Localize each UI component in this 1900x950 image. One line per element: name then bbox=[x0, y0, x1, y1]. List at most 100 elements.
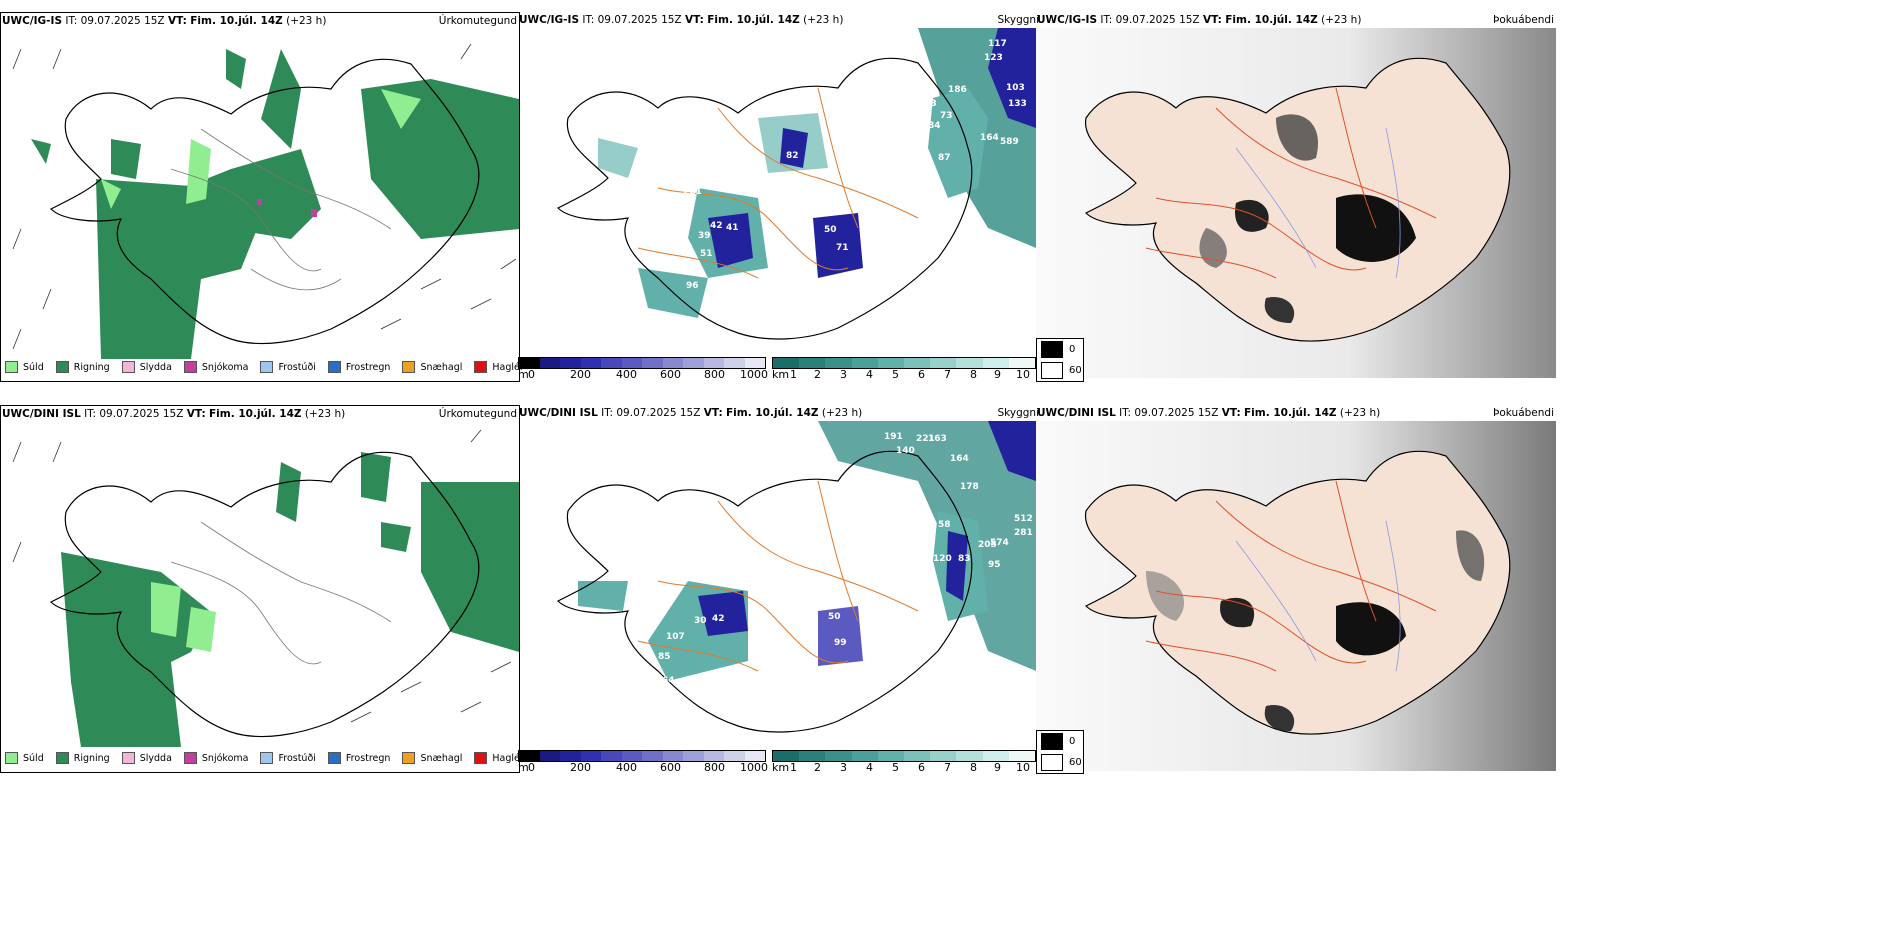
legend-swatch-white bbox=[1041, 754, 1063, 771]
panel-fog-dini: UWC/DINI ISL IT: 09.07.2025 15Z VT: Fim.… bbox=[1036, 405, 1556, 771]
legend-item-sleet: Slydda bbox=[121, 361, 172, 373]
legend-swatch bbox=[474, 361, 488, 373]
legend-swatch bbox=[183, 361, 197, 373]
legend-item-hail: Haglél bbox=[474, 361, 523, 373]
legend-item-snow: Snjókoma bbox=[183, 361, 248, 373]
legend-swatch-black bbox=[1041, 341, 1063, 358]
legend-swatch bbox=[474, 752, 488, 764]
panel-fog-igis: UWC/IG-IS IT: 09.07.2025 15Z VT: Fim. 10… bbox=[1036, 12, 1556, 380]
legend-swatch bbox=[327, 752, 341, 764]
svg-text:43: 43 bbox=[764, 317, 777, 327]
legend-item-drizzle: Súld bbox=[5, 361, 44, 373]
svg-text:120: 120 bbox=[933, 554, 952, 564]
svg-text:205: 205 bbox=[978, 540, 997, 550]
legend-item-freezing-rain: Frostregn bbox=[327, 752, 390, 764]
legend-swatch bbox=[327, 361, 341, 373]
panel-title: UWC/IG-IS IT: 09.07.2025 15Z VT: Fim. 10… bbox=[519, 14, 844, 26]
svg-text:85: 85 bbox=[658, 652, 671, 662]
legend-item-snow-pellets: Snæhagl bbox=[402, 752, 462, 764]
panel-variable: Skyggni bbox=[997, 407, 1040, 419]
legend-swatch bbox=[55, 752, 69, 764]
panel-variable: Úrkomutegund bbox=[438, 15, 517, 27]
panel-precip-type-dini: UWC/DINI ISL IT: 09.07.2025 15Z VT: Fim.… bbox=[0, 405, 523, 773]
svg-text:221: 221 bbox=[916, 434, 935, 444]
legend-item-sleet: Slydda bbox=[121, 752, 172, 764]
visibility-colorbar bbox=[772, 750, 1036, 762]
svg-text:41: 41 bbox=[726, 223, 739, 233]
svg-text:84: 84 bbox=[928, 121, 941, 131]
map-precip-type bbox=[1, 422, 519, 747]
svg-text:103: 103 bbox=[1006, 83, 1025, 93]
legend-swatch bbox=[402, 752, 416, 764]
svg-text:50: 50 bbox=[824, 225, 837, 235]
fog-legend-bottom: 0 60 bbox=[1036, 730, 1084, 774]
svg-text:87: 87 bbox=[938, 153, 951, 163]
svg-text:281: 281 bbox=[1014, 528, 1033, 538]
legend-item-snow-pellets: Snæhagl bbox=[402, 361, 462, 373]
svg-text:186: 186 bbox=[948, 85, 967, 95]
legend-swatch bbox=[55, 361, 69, 373]
panel-variable: Þokuábendi bbox=[1493, 407, 1554, 419]
precip-type-legend: Súld Rigning Slydda Snjókoma Frostúði Fr… bbox=[5, 361, 535, 373]
panel-variable: Úrkomutegund bbox=[438, 408, 517, 420]
legend-item-drizzle: Súld bbox=[5, 752, 44, 764]
legend-swatch bbox=[402, 361, 416, 373]
panel-visibility-dini: UWC/DINI ISL IT: 09.07.2025 15Z VT: Fim.… bbox=[518, 407, 1039, 774]
svg-text:99: 99 bbox=[834, 638, 847, 648]
panel-title: UWC/DINI ISL IT: 09.07.2025 15Z VT: Fim.… bbox=[519, 407, 863, 419]
svg-text:73: 73 bbox=[940, 111, 953, 121]
panel-title: UWC/DINI ISL IT: 09.07.2025 15Z VT: Fim.… bbox=[2, 408, 346, 420]
svg-text:42: 42 bbox=[710, 221, 723, 231]
panel-variable: Skyggni bbox=[997, 14, 1040, 26]
svg-text:96: 96 bbox=[686, 281, 699, 291]
svg-text:35: 35 bbox=[756, 710, 769, 720]
map-visibility: 117 123 186 103 133 103 73 84 164 589 87 82 42… bbox=[518, 28, 1036, 350]
ceiling-colorbar bbox=[518, 750, 766, 762]
legend-item-freezing-drizzle: Frostúði bbox=[260, 361, 316, 373]
panel-title: UWC/DINI ISL IT: 09.07.2025 15Z VT: Fim.… bbox=[1037, 407, 1381, 419]
svg-text:163: 163 bbox=[928, 434, 947, 444]
legend-swatch-white bbox=[1041, 362, 1063, 379]
legend-swatch bbox=[260, 361, 274, 373]
legend-swatch bbox=[260, 752, 274, 764]
svg-text:65: 65 bbox=[768, 205, 781, 215]
panel-precip-type-igis: UWC/IG-IS IT: 09.07.2025 15Z VT: Fim. 10… bbox=[0, 12, 523, 382]
svg-text:221: 221 bbox=[683, 187, 702, 197]
legend-swatch bbox=[5, 361, 18, 373]
precip-type-legend: Súld Rigning Slydda Snjókoma Frostúði Fr… bbox=[5, 752, 535, 764]
svg-text:589: 589 bbox=[1000, 137, 1019, 147]
svg-text:140: 140 bbox=[896, 446, 915, 456]
svg-text:58: 58 bbox=[744, 317, 757, 327]
svg-text:107: 107 bbox=[666, 632, 685, 642]
legend-item-rain: Rigning bbox=[55, 361, 110, 373]
map-precip-type bbox=[1, 29, 519, 359]
svg-text:39: 39 bbox=[698, 231, 711, 241]
svg-text:64: 64 bbox=[662, 676, 675, 686]
panel-visibility-igis: UWC/IG-IS IT: 09.07.2025 15Z VT: Fim. 10… bbox=[518, 14, 1039, 381]
legend-swatch bbox=[121, 361, 135, 373]
legend-swatch bbox=[121, 752, 135, 764]
legend-swatch bbox=[183, 752, 197, 764]
map-fog bbox=[1036, 28, 1556, 378]
svg-text:164: 164 bbox=[980, 133, 999, 143]
svg-text:191: 191 bbox=[884, 432, 903, 442]
legend-item-rain: Rigning bbox=[55, 752, 110, 764]
legend-item-snow: Snjókoma bbox=[183, 752, 248, 764]
panel-title: UWC/IG-IS IT: 09.07.2025 15Z VT: Fim. 10… bbox=[2, 15, 327, 27]
legend-item-freezing-rain: Frostregn bbox=[327, 361, 390, 373]
svg-text:71: 71 bbox=[836, 243, 849, 253]
legend-swatch-black bbox=[1041, 733, 1063, 750]
svg-text:133: 133 bbox=[1008, 99, 1027, 109]
svg-text:82: 82 bbox=[786, 151, 799, 161]
svg-text:58: 58 bbox=[938, 520, 951, 530]
ceiling-colorbar bbox=[518, 357, 766, 369]
svg-text:103: 103 bbox=[918, 99, 937, 109]
legend-swatch bbox=[5, 752, 18, 764]
svg-text:574: 574 bbox=[990, 538, 1009, 548]
svg-text:95: 95 bbox=[988, 560, 1001, 570]
svg-text:83: 83 bbox=[958, 554, 971, 564]
svg-text:51: 51 bbox=[700, 249, 713, 259]
svg-text:164: 164 bbox=[950, 454, 969, 464]
svg-text:90: 90 bbox=[680, 243, 693, 253]
svg-text:42: 42 bbox=[712, 614, 725, 624]
